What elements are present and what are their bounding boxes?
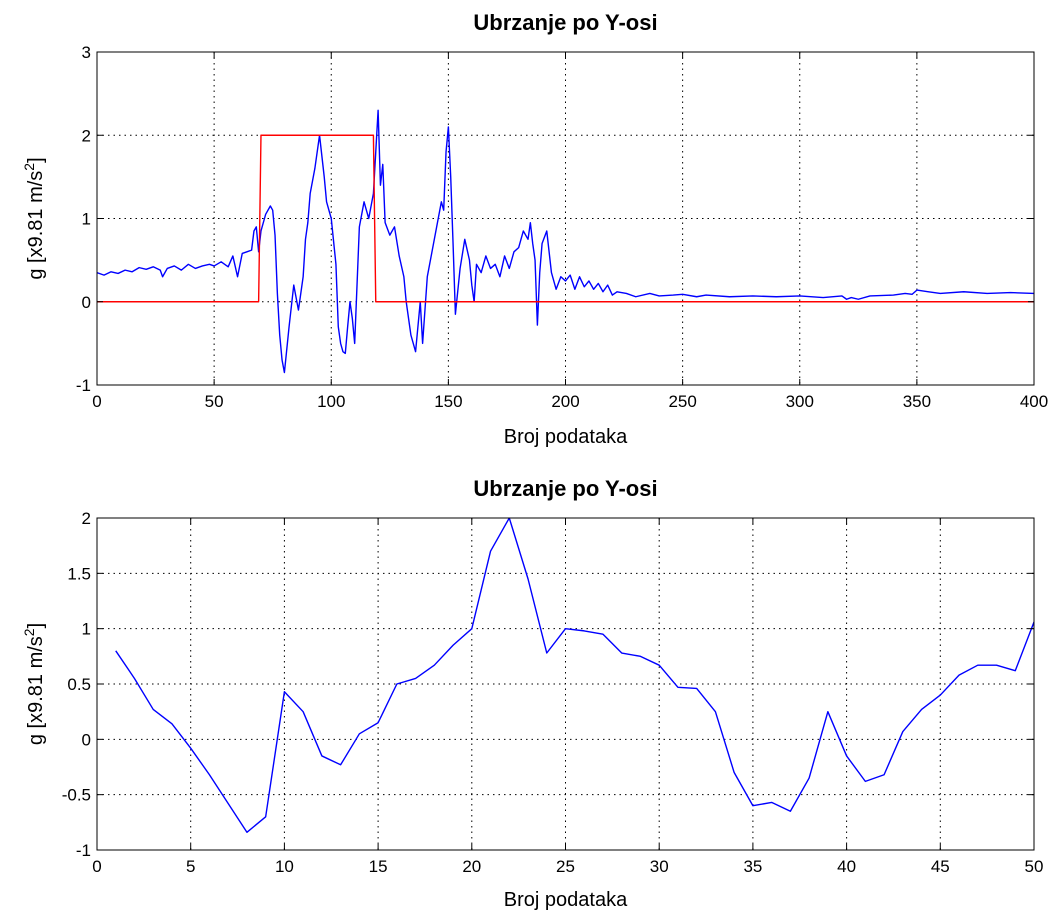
y-tick-label: 0 — [82, 730, 91, 749]
y-tick-label: 1.5 — [67, 564, 91, 583]
x-axis-label: Broj podataka — [504, 426, 628, 448]
x-tick-label: 50 — [205, 392, 224, 411]
y-tick-label: -1 — [76, 841, 91, 860]
y-tick-label: 0 — [82, 293, 91, 312]
x-tick-label: 100 — [317, 392, 345, 411]
x-tick-label: 0 — [92, 857, 101, 876]
x-tick-label: 45 — [931, 857, 950, 876]
x-tick-label: 200 — [551, 392, 579, 411]
series-line-0 — [97, 109, 1034, 374]
y-tick-label: -0.5 — [62, 786, 91, 805]
x-tick-label: 150 — [434, 392, 462, 411]
y-tick-label: 1 — [82, 620, 91, 639]
series-line-0 — [115, 518, 1034, 833]
x-tick-label: 15 — [369, 857, 388, 876]
y-axis-label: g [x9.81 m/s2] — [21, 157, 47, 279]
x-tick-label: 40 — [837, 857, 856, 876]
x-tick-label: 30 — [650, 857, 669, 876]
x-tick-label: 50 — [1025, 857, 1044, 876]
x-axis-label: Broj podataka — [504, 889, 628, 911]
y-axis-label: g [x9.81 m/s2] — [21, 623, 47, 745]
y-tick-label: 2 — [82, 126, 91, 145]
x-tick-label: 35 — [743, 857, 762, 876]
y-tick-label: -1 — [76, 376, 91, 395]
y-tick-label: 2 — [82, 509, 91, 528]
chart-bottom: 0 5 10 15 20 25 30 35 40 45 50 -1 -0.5 0 0.5 1 1.5 2 Ubrza… — [21, 476, 1043, 911]
x-tick-label: 20 — [462, 857, 481, 876]
x-tick-label: 350 — [903, 392, 931, 411]
y-tick-label: 3 — [82, 43, 91, 62]
x-tick-label: 250 — [668, 392, 696, 411]
x-tick-label: 10 — [275, 857, 294, 876]
x-tick-label: 0 — [92, 392, 101, 411]
series-line-1 — [97, 134, 1034, 303]
y-tick-label: 0.5 — [67, 675, 91, 694]
x-tick-label: 5 — [186, 857, 195, 876]
chart-title: Ubrzanje po Y-osi — [473, 476, 657, 501]
x-tick-label: 300 — [786, 392, 814, 411]
x-tick-label: 400 — [1020, 392, 1048, 411]
y-tick-label: 1 — [82, 210, 91, 229]
chart-title: Ubrzanje po Y-osi — [473, 10, 657, 35]
x-tick-label: 25 — [556, 857, 575, 876]
